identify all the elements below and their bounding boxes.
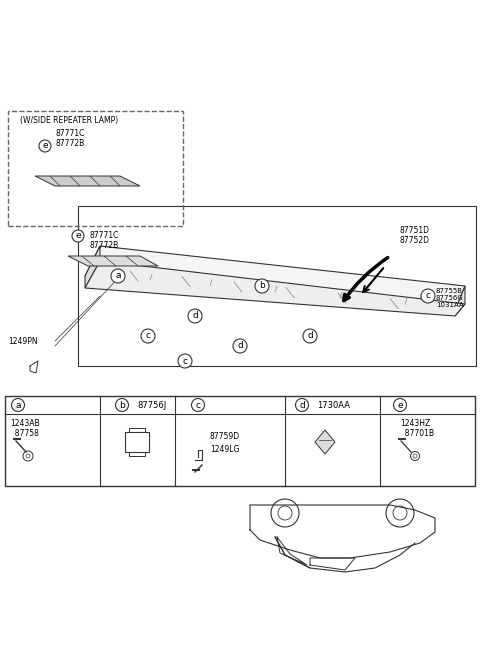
Circle shape [23, 451, 33, 461]
Text: b: b [119, 401, 125, 409]
Circle shape [271, 499, 299, 527]
Text: b: b [259, 281, 265, 291]
Circle shape [233, 339, 247, 353]
Circle shape [178, 354, 192, 368]
Circle shape [141, 329, 155, 343]
Text: 87771C
87772B: 87771C 87772B [90, 231, 120, 251]
Circle shape [192, 398, 204, 411]
Polygon shape [35, 176, 140, 186]
Text: c: c [145, 331, 151, 340]
Bar [8, 111, 183, 226]
Text: 87756J: 87756J [137, 401, 166, 409]
Bar [129, 452, 145, 456]
Text: d: d [237, 342, 243, 350]
Circle shape [111, 269, 125, 283]
Text: d: d [192, 312, 198, 321]
Text: 87771C
87772B: 87771C 87772B [55, 129, 84, 148]
Text: 1249LG: 1249LG [210, 445, 240, 454]
Text: c: c [195, 401, 201, 409]
Text: d: d [299, 401, 305, 409]
Polygon shape [68, 256, 158, 266]
Circle shape [421, 289, 435, 303]
Circle shape [116, 398, 129, 411]
Bar [78, 206, 476, 366]
Circle shape [26, 454, 30, 458]
Text: c: c [182, 356, 188, 365]
Circle shape [296, 398, 309, 411]
Circle shape [188, 309, 202, 323]
Bar [125, 432, 149, 452]
Bar [5, 396, 475, 486]
Circle shape [278, 506, 292, 520]
Text: e: e [42, 142, 48, 150]
Circle shape [410, 451, 420, 461]
Text: c: c [425, 291, 431, 300]
Polygon shape [315, 430, 335, 454]
Text: a: a [115, 272, 121, 281]
Text: e: e [75, 232, 81, 241]
Text: 1243AB
  87758: 1243AB 87758 [10, 419, 40, 438]
Circle shape [303, 329, 317, 343]
Bar [129, 428, 145, 432]
Text: 1730AA: 1730AA [317, 401, 350, 409]
Text: 87759D: 87759D [210, 432, 240, 441]
Polygon shape [85, 261, 465, 316]
Circle shape [394, 398, 407, 411]
Circle shape [39, 140, 51, 152]
Circle shape [386, 499, 414, 527]
Circle shape [393, 506, 407, 520]
Text: 87755B
87756G
1031AA: 87755B 87756G 1031AA [436, 288, 464, 308]
Circle shape [255, 279, 269, 293]
Circle shape [72, 230, 84, 242]
Text: 87751D
87752D: 87751D 87752D [400, 226, 430, 245]
Text: 1249PN: 1249PN [8, 337, 37, 346]
Polygon shape [85, 246, 465, 311]
Polygon shape [455, 286, 465, 316]
Circle shape [12, 398, 24, 411]
Text: e: e [397, 401, 403, 409]
Text: (W/SIDE REPEATER LAMP): (W/SIDE REPEATER LAMP) [20, 116, 118, 125]
Text: 1243HZ
  87701B: 1243HZ 87701B [400, 419, 434, 438]
Text: a: a [15, 401, 21, 409]
Text: d: d [307, 331, 313, 340]
Polygon shape [85, 246, 100, 288]
Circle shape [413, 454, 417, 458]
